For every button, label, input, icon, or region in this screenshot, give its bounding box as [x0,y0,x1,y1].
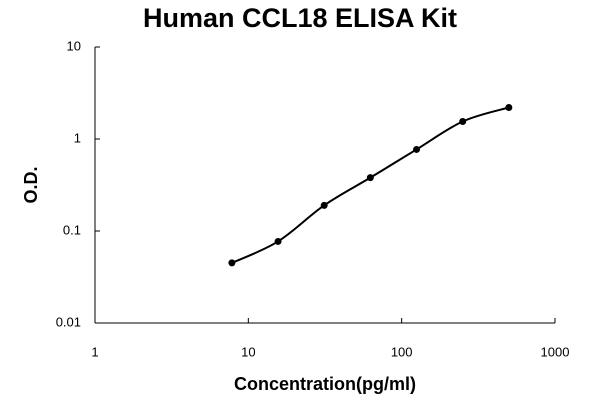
x-tick-label: 1 [91,344,98,359]
x-tick-label: 10 [241,344,255,359]
data-point [505,103,513,111]
chart-title: Human CCL18 ELISA Kit [143,3,457,33]
y-axis-label: O.D. [21,166,41,203]
fit-curve [231,106,510,264]
data-point [274,237,282,245]
x-tick-label: 1000 [541,344,570,359]
x-tick-label: 100 [391,344,413,359]
data-point [459,117,467,125]
y-tick-label: 0.01 [56,314,81,329]
y-tick-label: 10 [67,38,81,53]
data-point [413,145,421,153]
y-tick-label: 0.1 [63,222,81,237]
x-axis-label: Concentration(pg/ml) [234,374,416,394]
data-point [320,201,328,209]
y-tick-label: 1 [74,130,81,145]
data-point [366,174,374,182]
data-point [228,259,236,267]
